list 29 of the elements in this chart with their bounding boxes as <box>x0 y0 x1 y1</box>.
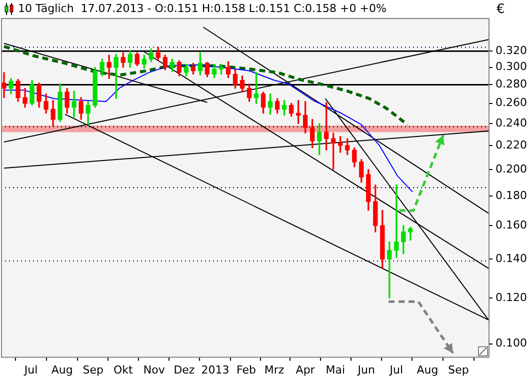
y-tick-label: 0.160 <box>496 218 528 232</box>
x-tick-label: Okt <box>113 363 134 376</box>
x-tick-label: Apr <box>296 363 316 376</box>
y-tick-label: 0.240 <box>496 116 528 130</box>
x-tick-label: Sep <box>82 363 104 376</box>
x-tick-label: Nov <box>143 363 166 376</box>
x-tick-label: Mrz <box>264 363 284 376</box>
y-tick-label: 0.180 <box>496 188 528 202</box>
y-tick-label: 0.260 <box>496 96 528 110</box>
y-tick-label: 0.300 <box>496 60 528 74</box>
y-tick-label: 0.120 <box>496 290 528 304</box>
x-tick-label: Sep <box>448 363 469 376</box>
x-tick-label: Jun <box>356 363 376 376</box>
y-tick-label: 0.320 <box>496 44 528 57</box>
chart-title: 10 Täglich 17.07.2013 - O:0.151 H:0.158 L:0.151 C:0.158 +0 +0% <box>18 2 386 15</box>
x-tick-label: Feb <box>236 363 256 376</box>
y-axis-title: € <box>496 2 505 17</box>
x-tick-label: Aug <box>416 363 438 376</box>
x-tick-label: Dez <box>174 363 195 376</box>
x-tick-label: 2013 <box>201 363 230 376</box>
x-tick-label: Jul <box>388 363 404 376</box>
y-tick-label: 0.220 <box>496 138 528 152</box>
x-tick-label: Mai <box>326 363 345 376</box>
y-tick-label: 0.140 <box>496 252 528 266</box>
x-tick-label: Jul <box>23 363 38 376</box>
x-tick-label: Aug <box>51 363 73 376</box>
y-tick-label: 0.100 <box>496 336 528 350</box>
y-tick-label: 0.280 <box>496 78 528 91</box>
y-tick-label: 0.200 <box>496 162 528 176</box>
